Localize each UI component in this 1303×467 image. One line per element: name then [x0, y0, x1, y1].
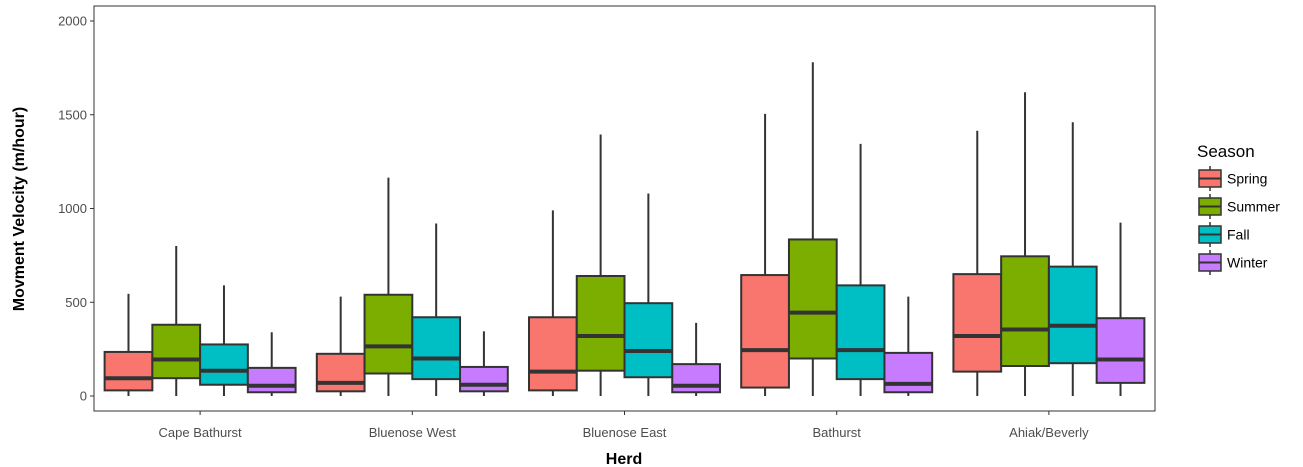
box-body — [575, 275, 626, 372]
box-summer — [363, 177, 414, 396]
box-summer — [1000, 92, 1050, 396]
box-body — [411, 316, 462, 381]
x-tick-label: Ahiak/Beverly — [1009, 425, 1089, 440]
x-tick-label: Bluenose East — [583, 425, 667, 440]
legend-label: Spring — [1227, 171, 1267, 187]
legend-key-winter: Winter — [1198, 250, 1268, 275]
box-body — [835, 284, 886, 381]
box-body — [528, 316, 578, 392]
legend-key-spring: Spring — [1198, 166, 1267, 191]
y-tick-label: 1000 — [58, 201, 87, 216]
x-tick-label: Cape Bathurst — [159, 425, 242, 440]
legend-label: Winter — [1227, 255, 1268, 271]
box-spring — [740, 113, 790, 396]
box-body — [315, 352, 366, 393]
box-spring — [528, 210, 578, 396]
y-axis: 0 500 1000 1500 2000 — [58, 14, 94, 404]
box-winter — [883, 296, 934, 396]
box-body — [952, 273, 1003, 373]
box-winter — [671, 322, 721, 396]
box-summer — [787, 62, 838, 396]
box-group — [103, 62, 1146, 396]
box-fall — [623, 193, 674, 396]
y-tick-label: 0 — [80, 389, 87, 404]
legend-label: Summer — [1227, 199, 1280, 215]
box-spring — [315, 296, 366, 396]
legend-label: Fall — [1227, 227, 1250, 243]
box-body — [459, 365, 509, 393]
box-body — [151, 323, 202, 380]
box-spring — [103, 293, 154, 396]
box-body — [787, 238, 838, 360]
box-body — [740, 274, 790, 389]
legend: Season Spring Summer Fall Winter — [1197, 142, 1280, 275]
x-axis-title: Herd — [606, 451, 642, 467]
box-spring — [952, 130, 1003, 396]
box-fall — [835, 143, 886, 396]
box-body — [883, 351, 934, 394]
box-fall — [1047, 122, 1098, 396]
legend-key-fall: Fall — [1198, 222, 1250, 247]
box-winter — [246, 332, 297, 396]
y-tick-label: 1500 — [58, 107, 87, 122]
box-body — [1000, 255, 1050, 367]
legend-key-summer: Summer — [1198, 194, 1280, 219]
y-axis-title: Movment Velocity (m/hour) — [11, 107, 28, 311]
x-axis: Cape Bathurst Bluenose West Bluenose East B… — [159, 411, 1089, 440]
box-summer — [151, 246, 202, 396]
box-body — [363, 293, 414, 375]
legend-title: Season — [1197, 142, 1255, 161]
y-tick-label: 500 — [65, 295, 87, 310]
box-body — [1095, 317, 1146, 384]
box-body — [103, 350, 154, 392]
box-fall — [411, 223, 462, 396]
box-winter — [1095, 222, 1146, 396]
box-body — [246, 366, 297, 394]
box-fall — [199, 285, 249, 396]
box-winter — [459, 331, 509, 396]
box-body — [671, 363, 721, 394]
box-body — [1047, 265, 1098, 365]
box-body — [199, 343, 249, 386]
x-tick-label: Bluenose West — [369, 425, 457, 440]
x-tick-label: Bathurst — [812, 425, 861, 440]
y-tick-label: 2000 — [58, 14, 87, 29]
box-body — [623, 302, 674, 379]
